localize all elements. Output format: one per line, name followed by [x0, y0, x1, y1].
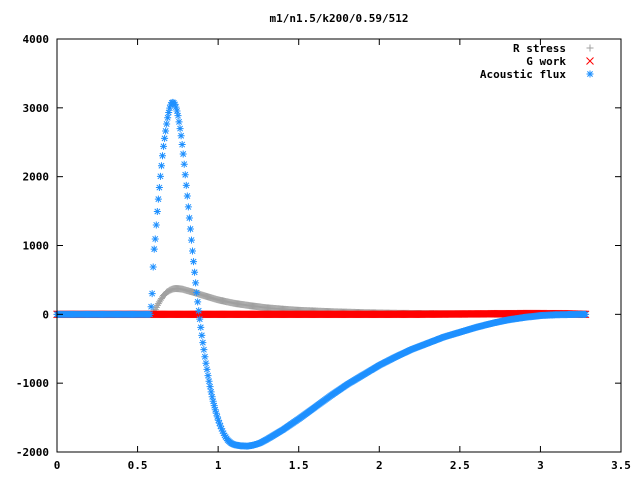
data-point — [147, 303, 155, 311]
y-tick-label: 1000 — [23, 240, 50, 253]
data-point — [175, 118, 183, 126]
data-point — [217, 425, 225, 433]
x-tick-label: 0 — [54, 459, 61, 472]
data-point — [174, 112, 182, 120]
data-point — [207, 388, 215, 396]
y-tick-label: 0 — [42, 308, 49, 321]
data-point — [162, 127, 170, 135]
data-point — [154, 195, 162, 203]
data-point — [159, 152, 167, 160]
data-point — [155, 184, 163, 192]
legend-label: R stress — [513, 42, 566, 55]
data-point — [218, 427, 226, 435]
y-tick-label: -2000 — [16, 446, 49, 459]
data-point — [166, 104, 174, 112]
x-tick-label: 1.5 — [289, 459, 309, 472]
y-tick-label: 3000 — [23, 102, 50, 115]
data-point — [153, 301, 161, 309]
x-tick-label: 3 — [537, 459, 544, 472]
series-2 — [53, 98, 590, 450]
data-point — [204, 372, 212, 380]
data-point — [185, 214, 193, 222]
data-point — [171, 100, 179, 108]
x-tick-label: 2 — [376, 459, 383, 472]
data-point — [183, 192, 191, 200]
data-point — [213, 413, 221, 421]
data-point — [190, 258, 198, 266]
x-tick-label: 3.5 — [611, 459, 631, 472]
legend-marker — [586, 57, 594, 65]
data-point — [160, 142, 168, 150]
data-point — [206, 383, 214, 391]
y-tick-label: -1000 — [16, 377, 49, 390]
x-tick-label: 0.5 — [128, 459, 148, 472]
data-point — [208, 393, 216, 401]
data-point — [215, 419, 223, 427]
data-point — [199, 339, 207, 347]
y-tick-label: 2000 — [23, 171, 50, 184]
data-point — [212, 409, 220, 417]
data-point — [163, 120, 171, 128]
data-point — [193, 289, 201, 297]
data-point — [176, 125, 184, 133]
data-point — [187, 236, 195, 244]
series-layer — [53, 98, 590, 450]
data-point — [177, 132, 185, 140]
x-tick-label: 2.5 — [450, 459, 470, 472]
data-point — [197, 323, 205, 331]
data-point — [198, 331, 206, 339]
data-point — [202, 359, 210, 367]
data-point — [151, 235, 159, 243]
data-point — [220, 429, 228, 437]
legend-label: Acoustic flux — [480, 68, 566, 81]
data-point — [161, 134, 169, 142]
data-point — [146, 310, 154, 318]
data-point — [178, 141, 186, 149]
data-point — [152, 221, 160, 229]
data-point — [196, 315, 204, 323]
axes-layer: 0 0.5 1 1.5 2 2.5 3 3.5 -2000 -1000 0 1000 2000 3000 4… — [16, 33, 631, 472]
data-point — [201, 353, 209, 361]
data-point — [182, 181, 190, 189]
data-point — [186, 225, 194, 233]
data-point — [149, 263, 157, 271]
data-point — [164, 114, 172, 122]
data-point — [172, 103, 180, 111]
data-point — [157, 162, 165, 170]
legend-marker — [586, 44, 594, 52]
data-point — [582, 310, 590, 318]
data-point — [191, 268, 199, 276]
data-point — [153, 208, 161, 216]
data-point — [179, 150, 187, 158]
legend-label: G work — [526, 55, 566, 68]
data-point — [156, 172, 164, 180]
data-point — [181, 171, 189, 179]
data-point — [194, 298, 202, 306]
data-point — [216, 422, 224, 430]
data-point — [214, 416, 222, 424]
data-point — [188, 247, 196, 255]
data-point — [205, 377, 213, 385]
data-point — [184, 203, 192, 211]
data-point — [195, 307, 203, 315]
data-point — [173, 107, 181, 115]
data-point — [150, 245, 158, 253]
data-point — [148, 290, 156, 298]
chart-title: m1/n1.5/k200/0.59/512 — [269, 12, 408, 25]
data-point — [203, 365, 211, 373]
legend-marker — [586, 70, 594, 78]
data-point — [211, 406, 219, 414]
data-point — [210, 402, 218, 410]
data-point — [209, 397, 217, 405]
y-tick-label: 4000 — [23, 33, 50, 46]
data-point — [200, 346, 208, 354]
data-point — [180, 160, 188, 168]
data-point — [192, 279, 200, 287]
data-point — [165, 108, 173, 116]
x-tick-label: 1 — [215, 459, 222, 472]
